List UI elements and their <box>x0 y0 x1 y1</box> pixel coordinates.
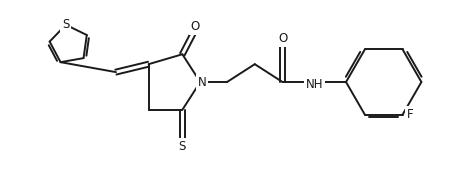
Text: F: F <box>406 108 413 121</box>
Text: NH: NH <box>305 78 322 90</box>
Text: S: S <box>178 140 186 153</box>
Text: N: N <box>198 76 206 89</box>
Text: O: O <box>277 32 286 45</box>
Text: O: O <box>190 20 199 33</box>
Text: S: S <box>62 18 69 31</box>
